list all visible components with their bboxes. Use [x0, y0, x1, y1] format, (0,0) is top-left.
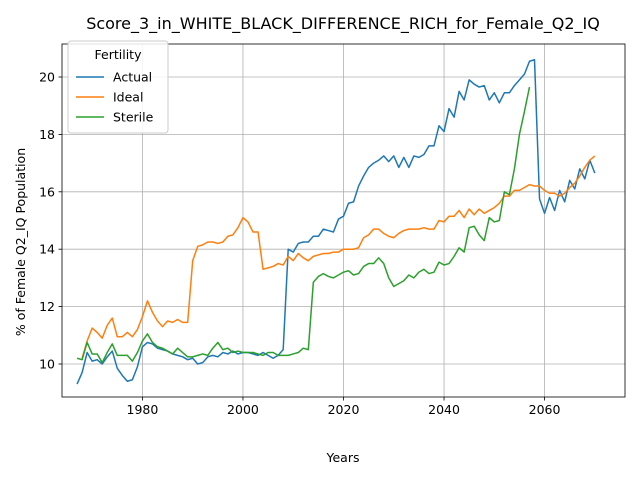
x-tick-label: 2020 — [328, 402, 360, 417]
legend-label-sterile: Sterile — [113, 110, 154, 125]
legend-label-actual: Actual — [113, 70, 152, 85]
x-tick-label: 2000 — [227, 402, 259, 417]
y-tick-label: 18 — [39, 127, 55, 142]
chart-title: Score_3_in_WHITE_BLACK_DIFFERENCE_RICH_f… — [86, 14, 600, 34]
x-tick-label: 2040 — [428, 402, 460, 417]
y-axis-label: % of Female Q2_IQ Population — [13, 148, 28, 336]
x-axis-label: Years — [326, 450, 360, 465]
y-tick-label: 12 — [39, 299, 55, 314]
legend: Fertility Actual Ideal Sterile — [68, 41, 168, 133]
legend-entries: Actual Ideal Sterile — [76, 70, 154, 125]
y-tick-label: 14 — [39, 242, 55, 257]
y-tick-label: 20 — [39, 70, 55, 85]
x-tick-label: 1980 — [127, 402, 159, 417]
y-tick-label: 10 — [39, 356, 55, 371]
legend-label-ideal: Ideal — [113, 90, 143, 105]
y-tick-label: 16 — [39, 184, 55, 199]
x-tick-label: 2060 — [529, 402, 561, 417]
series-line-ideal — [82, 156, 595, 358]
legend-title: Fertility — [95, 47, 143, 62]
